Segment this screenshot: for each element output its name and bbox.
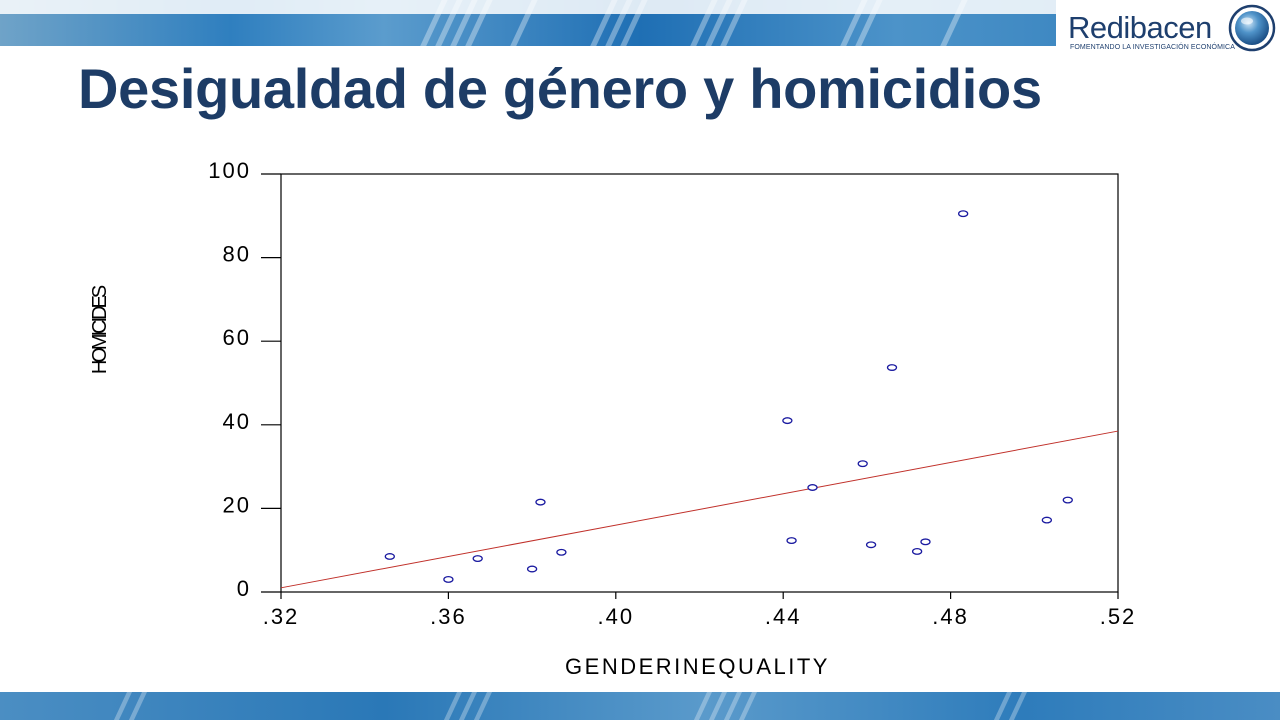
x-tick-label: .40	[598, 604, 635, 629]
fit-line	[280, 430, 1119, 589]
logo: Redibacen FOMENTANDO LA INVESTIGACIÓN EC…	[1056, 0, 1280, 62]
data-point	[911, 548, 923, 555]
data-points	[384, 210, 1073, 583]
data-point	[865, 541, 877, 549]
x-axis: .32 .36 .40 .44 .48 .52	[263, 592, 1137, 629]
data-point	[1062, 496, 1073, 504]
data-point	[958, 210, 969, 218]
data-point	[556, 548, 567, 556]
plot-area	[280, 173, 1119, 593]
x-axis-label: GENDERINEQUALITY	[565, 654, 830, 679]
y-axis: 0 20 40 60 80 100	[208, 158, 281, 601]
scatter-chart: .32 .36 .40 .44 .48 .52 0 20 40 60 80 100 GENDERIN…	[0, 150, 1280, 690]
y-tick-label: 20	[223, 492, 251, 517]
x-tick-label: .44	[765, 604, 802, 629]
y-tick-label: 80	[223, 242, 251, 267]
y-axis-label: HOMICIDES	[89, 285, 111, 374]
x-tick-label: .36	[430, 604, 467, 629]
logo-name: Redibacen	[1068, 10, 1212, 45]
data-point	[920, 538, 931, 546]
data-point	[535, 498, 546, 506]
x-tick-label: .48	[932, 604, 969, 629]
data-point	[886, 364, 898, 371]
data-point	[526, 565, 538, 573]
y-tick-label: 40	[223, 409, 251, 434]
x-tick-label: .32	[263, 604, 300, 629]
data-point	[1041, 516, 1053, 524]
logo-tagline: FOMENTANDO LA INVESTIGACIÓN ECONÓMICA	[1070, 44, 1235, 51]
data-point	[472, 555, 483, 563]
page-title: Desigualdad de género y homicidios	[78, 57, 1042, 120]
y-tick-label: 0	[237, 576, 251, 601]
chart-canvas: .32 .36 .40 .44 .48 .52 0 20 40 60 80 100 GENDERIN…	[89, 158, 1137, 679]
data-point	[857, 460, 868, 468]
globe-icon	[1228, 4, 1276, 52]
data-point	[786, 537, 797, 545]
data-point	[807, 484, 818, 491]
footer-banner	[0, 692, 1280, 720]
data-point	[384, 553, 395, 560]
x-tick-label: .52	[1100, 604, 1137, 629]
y-tick-label: 60	[223, 325, 251, 350]
data-point	[782, 417, 793, 425]
data-point	[443, 576, 454, 583]
y-tick-label: 100	[208, 158, 251, 183]
header-top-strip	[0, 0, 1280, 14]
